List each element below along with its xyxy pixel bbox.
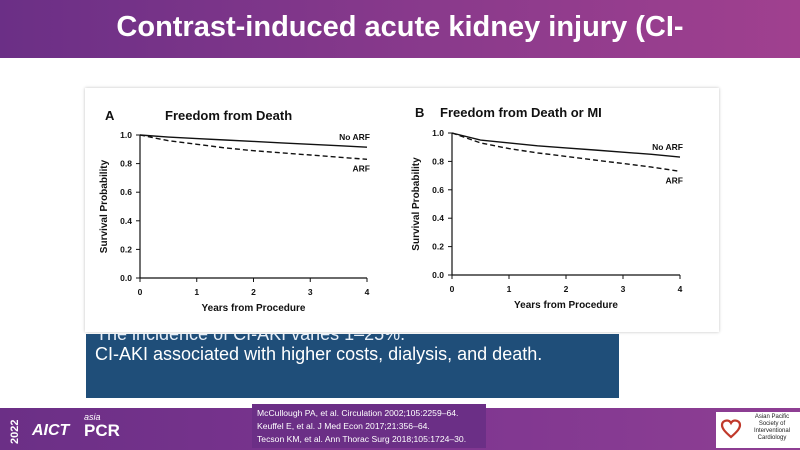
callout-hidden-line: The incidence of CI-AKI varies 1–25%. — [96, 334, 406, 344]
chart-freedom-from-death-or-mi: B Freedom from Death or MI 0.0 0.2 0.4 0.6 0.8… — [411, 105, 683, 311]
title-bar: Contrast-induced acute kidney injury (CI… — [0, 0, 800, 58]
series-label-arf: ARF — [666, 175, 683, 185]
x-tick-label: 3 — [308, 287, 313, 297]
y-tick-label: 0.2 — [120, 244, 132, 254]
series-line-no-arf — [139, 134, 368, 148]
asiapcr-logo-pcr: PCR — [84, 421, 120, 440]
reference-2: Keuffel E, et al. J Med Econ 2017;21:356… — [257, 421, 430, 431]
series-label-arf: ARF — [353, 163, 370, 173]
heart-icon — [720, 419, 742, 439]
y-tick-label: 0.0 — [120, 273, 132, 283]
x-tick-label: 3 — [621, 284, 626, 294]
x-tick-label: 2 — [251, 287, 256, 297]
apsic-line-2: Society of — [758, 421, 786, 427]
x-axis-label: Years from Procedure — [514, 300, 618, 311]
y-tick-label: 0.8 — [120, 159, 132, 169]
y-tick-label: 0.4 — [120, 216, 132, 226]
callout-box: The incidence of CI-AKI varies 1–25%. CI… — [86, 334, 619, 398]
x-tick-label: 1 — [507, 284, 512, 294]
x-axis-label: Years from Procedure — [202, 303, 306, 314]
slide-title: Contrast-induced acute kidney injury (CI… — [116, 11, 684, 43]
x-tick-label: 0 — [138, 287, 143, 297]
apsic-line-1: Asian Pacific — [754, 414, 790, 420]
y-tick-label: 0.2 — [432, 242, 444, 252]
series-line-arf — [451, 132, 681, 172]
reference-1: McCullough PA, et al. Circulation 2002;1… — [257, 408, 459, 418]
callout-text: CI-AKI associated with higher costs, dia… — [95, 344, 543, 364]
apsic-line-4: Cardiology — [757, 435, 787, 441]
series-label-no-arf: No ARF — [339, 132, 370, 142]
x-tick-label: 0 — [450, 284, 455, 294]
y-axis-label: Survival Probability — [411, 157, 422, 251]
series-line-no-arf — [451, 132, 681, 158]
y-tick-label: 0.0 — [432, 270, 444, 280]
panel-letter: A — [105, 108, 115, 123]
panel-letter: B — [415, 105, 424, 120]
y-axis-label: Survival Probability — [99, 159, 110, 253]
chart-title: Freedom from Death or MI — [440, 105, 602, 120]
apsic-text: Asian Pacific Society of Interventional … — [746, 414, 798, 442]
km-figure: A Freedom from Death 0.0 0.2 0.4 0.6 0.8 1.0 0 1 2… — [85, 88, 719, 332]
x-tick-label: 4 — [365, 287, 370, 297]
apsic-line-3: Interventional — [753, 428, 791, 434]
footer-year-text: 2022 — [9, 420, 21, 444]
chart-title: Freedom from Death — [165, 108, 292, 123]
x-tick-label: 4 — [678, 284, 683, 294]
y-tick-label: 1.0 — [432, 128, 444, 138]
reference-3: Tecson KM, et al. Ann Thorac Surg 2018;1… — [257, 434, 467, 444]
y-tick-label: 0.4 — [432, 213, 444, 223]
y-tick-label: 0.6 — [432, 185, 444, 195]
series-label-no-arf: No ARF — [652, 142, 683, 152]
chart-freedom-from-death: A Freedom from Death 0.0 0.2 0.4 0.6 0.8 1.0 0 1 2… — [99, 108, 370, 314]
references-box: McCullough PA, et al. Circulation 2002;1… — [252, 404, 486, 448]
y-tick-label: 1.0 — [120, 130, 132, 140]
x-tick-label: 2 — [564, 284, 569, 294]
footer-year: 2022 — [9, 420, 21, 444]
x-tick-label: 1 — [194, 287, 199, 297]
aict-logo: AICT — [32, 422, 70, 439]
series-line-arf — [139, 134, 368, 160]
y-tick-label: 0.8 — [432, 156, 444, 166]
y-tick-label: 0.6 — [120, 187, 132, 197]
asiapcr-logo-asia: asia — [84, 412, 101, 422]
apsic-logo: Asian Pacific Society of Interventional … — [716, 412, 800, 448]
